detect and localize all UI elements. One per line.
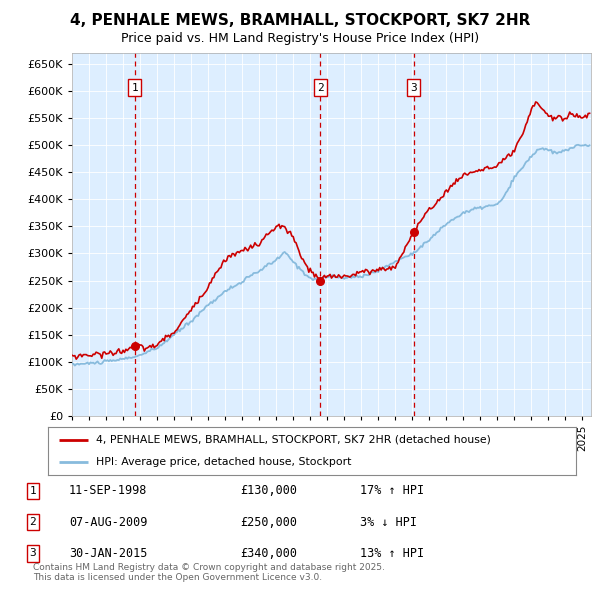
Text: Contains HM Land Registry data © Crown copyright and database right 2025.
This d: Contains HM Land Registry data © Crown c… (33, 563, 385, 582)
Text: 2: 2 (29, 517, 37, 527)
Text: Price paid vs. HM Land Registry's House Price Index (HPI): Price paid vs. HM Land Registry's House … (121, 32, 479, 45)
Text: 1: 1 (131, 83, 139, 93)
Text: 4, PENHALE MEWS, BRAMHALL, STOCKPORT, SK7 2HR (detached house): 4, PENHALE MEWS, BRAMHALL, STOCKPORT, SK… (95, 435, 490, 445)
Text: 1: 1 (29, 486, 37, 496)
Text: HPI: Average price, detached house, Stockport: HPI: Average price, detached house, Stoc… (95, 457, 351, 467)
Text: £340,000: £340,000 (240, 547, 297, 560)
Text: 3: 3 (410, 83, 417, 93)
Text: 30-JAN-2015: 30-JAN-2015 (69, 547, 148, 560)
Text: 3: 3 (29, 549, 37, 558)
Text: 2: 2 (317, 83, 324, 93)
Text: 11-SEP-1998: 11-SEP-1998 (69, 484, 148, 497)
Text: 17% ↑ HPI: 17% ↑ HPI (360, 484, 424, 497)
Text: 13% ↑ HPI: 13% ↑ HPI (360, 547, 424, 560)
Text: 3% ↓ HPI: 3% ↓ HPI (360, 516, 417, 529)
Text: 07-AUG-2009: 07-AUG-2009 (69, 516, 148, 529)
Text: £250,000: £250,000 (240, 516, 297, 529)
Text: £130,000: £130,000 (240, 484, 297, 497)
Text: 4, PENHALE MEWS, BRAMHALL, STOCKPORT, SK7 2HR: 4, PENHALE MEWS, BRAMHALL, STOCKPORT, SK… (70, 13, 530, 28)
